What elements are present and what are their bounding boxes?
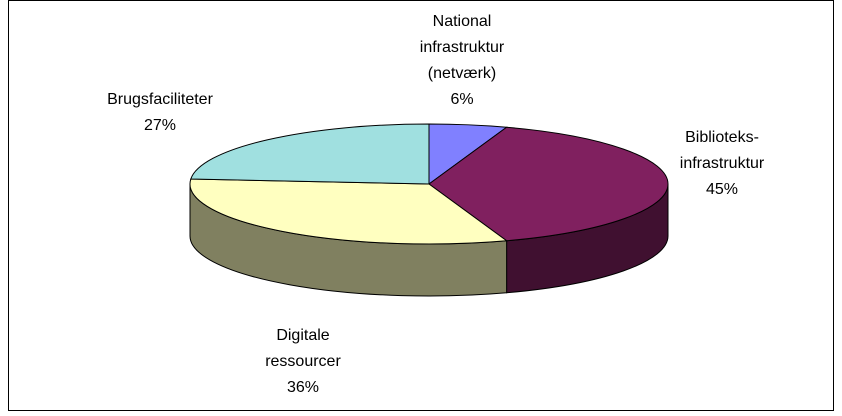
pie-slice: [428, 126, 669, 242]
pie-slice: [189, 178, 508, 245]
slice-label: Digitale: [276, 327, 329, 344]
value-label: 6%: [450, 91, 473, 108]
slice-label: (netværk): [428, 65, 496, 82]
value-label: 45%: [706, 181, 738, 198]
slice-label: Brugsfaciliteter: [107, 91, 213, 108]
slice-label: infrastruktur: [680, 155, 765, 172]
value-label: 27%: [144, 117, 176, 134]
slice-label: infrastruktur: [420, 39, 505, 56]
slice-label: National: [433, 13, 492, 30]
slice-label: ressourcer: [265, 353, 341, 370]
pie-slice: [190, 123, 430, 185]
value-label: 36%: [287, 379, 319, 396]
slice-label: Biblioteks-: [685, 129, 759, 146]
